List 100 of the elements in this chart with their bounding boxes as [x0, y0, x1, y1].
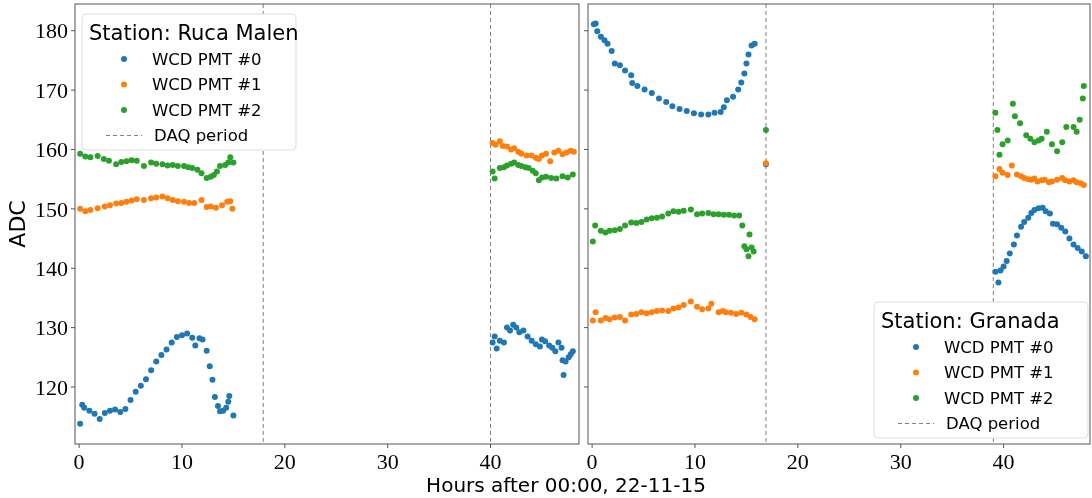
- point: [100, 155, 107, 162]
- point: [1011, 113, 1018, 120]
- point: [725, 211, 732, 218]
- point: [606, 227, 613, 234]
- point: [547, 158, 554, 165]
- point: [589, 317, 596, 324]
- point: [675, 304, 682, 311]
- point: [169, 196, 176, 203]
- ref-line-label: DAQ period: [154, 126, 249, 146]
- legend-title: Station: Ruca Malen: [89, 21, 299, 45]
- x-tick-label: 30: [376, 449, 399, 474]
- point: [153, 160, 160, 167]
- x-tick-label: 40: [479, 449, 502, 474]
- point: [699, 210, 706, 217]
- point: [708, 300, 715, 307]
- point: [559, 173, 566, 180]
- point: [543, 173, 550, 180]
- point: [133, 157, 140, 164]
- point: [992, 109, 999, 116]
- point: [148, 195, 155, 202]
- point: [994, 126, 1001, 133]
- point: [1063, 123, 1070, 130]
- y-tick-label: 130: [35, 315, 68, 341]
- point: [606, 316, 613, 323]
- point: [670, 208, 677, 215]
- point: [87, 154, 94, 161]
- y-tick-label: 170: [35, 77, 68, 103]
- point: [680, 302, 687, 309]
- point: [207, 203, 214, 210]
- point: [82, 153, 89, 160]
- point: [633, 220, 640, 227]
- point: [643, 216, 650, 223]
- point: [638, 218, 645, 225]
- point: [738, 309, 745, 316]
- point: [665, 307, 672, 314]
- point: [715, 211, 722, 218]
- point: [1009, 100, 1016, 107]
- x-tick-label: 10: [683, 449, 706, 474]
- point: [229, 205, 236, 212]
- point: [616, 226, 623, 233]
- point: [101, 203, 108, 210]
- point: [133, 196, 140, 203]
- point: [705, 210, 712, 217]
- point: [1054, 148, 1061, 155]
- point: [622, 317, 629, 324]
- point: [638, 309, 645, 316]
- y-axis-title: ADC: [5, 200, 30, 248]
- point: [212, 204, 219, 211]
- point: [105, 157, 112, 164]
- point: [622, 222, 629, 229]
- point: [230, 159, 237, 166]
- point: [564, 174, 571, 181]
- point: [1059, 139, 1066, 146]
- point: [553, 175, 560, 182]
- point: [169, 161, 176, 168]
- x-axis-title: Hours after 00:00, 22-11-15: [426, 473, 706, 497]
- point: [174, 163, 181, 170]
- point: [113, 161, 120, 168]
- point: [77, 150, 84, 157]
- point: [731, 212, 738, 219]
- point: [751, 316, 758, 323]
- y-tick-label: 150: [35, 196, 68, 222]
- point: [648, 309, 655, 316]
- point: [1027, 135, 1034, 142]
- point: [687, 206, 694, 213]
- point: [694, 303, 701, 310]
- point: [1008, 162, 1015, 169]
- point: [1054, 176, 1061, 183]
- point: [569, 171, 576, 178]
- point: [736, 212, 743, 219]
- point: [670, 305, 677, 312]
- point: [746, 231, 753, 238]
- x-tick-label: 10: [170, 449, 193, 474]
- legend-label: WCD PMT #2: [152, 100, 262, 120]
- point: [710, 211, 717, 218]
- y-tick-label: 180: [35, 18, 68, 44]
- legend-label: WCD PMT #2: [944, 388, 1054, 408]
- point: [523, 152, 530, 159]
- point: [159, 193, 166, 200]
- legend-label: WCD PMT #0: [944, 337, 1054, 357]
- point: [106, 202, 113, 209]
- point: [1031, 139, 1038, 146]
- point: [174, 198, 181, 205]
- point: [140, 196, 147, 203]
- point: [750, 248, 757, 255]
- point: [643, 310, 650, 317]
- point: [128, 157, 135, 164]
- x-tick-label: 0: [73, 449, 85, 474]
- point: [489, 168, 496, 175]
- point: [1080, 82, 1087, 89]
- x-tick-label: 20: [786, 449, 809, 474]
- point: [118, 158, 125, 165]
- point: [720, 211, 727, 218]
- point: [82, 208, 89, 215]
- point: [159, 161, 166, 168]
- legend-title: Station: Granada: [881, 309, 1060, 333]
- point: [94, 153, 101, 160]
- point: [198, 170, 205, 177]
- point: [633, 310, 640, 317]
- point: [665, 210, 672, 217]
